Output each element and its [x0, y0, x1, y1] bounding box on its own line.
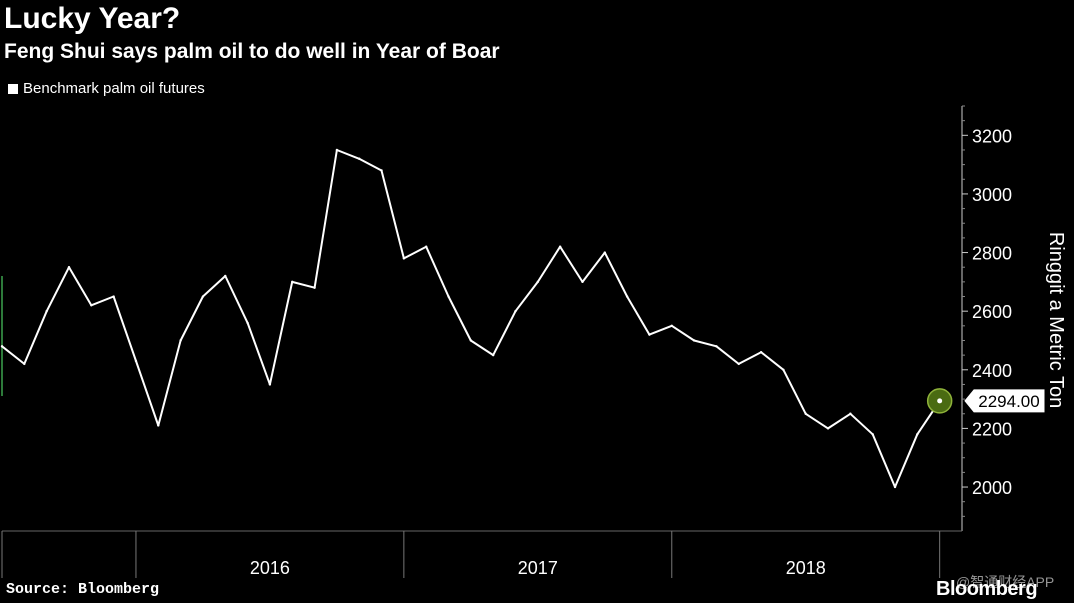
data-point: [759, 351, 763, 354]
data-point: [224, 274, 227, 278]
data-point: [45, 309, 48, 313]
plot-area: [0, 148, 953, 489]
legend-label: Benchmark palm oil futures: [23, 80, 205, 97]
data-point: [90, 304, 93, 307]
y-tick-label: 3200: [972, 126, 1012, 146]
legend: Benchmark palm oil futures: [8, 80, 205, 97]
data-point: [536, 280, 540, 284]
data-point: [491, 353, 495, 357]
x-tick-label: 2018: [786, 558, 826, 578]
data-point: [737, 362, 740, 366]
data-point: [625, 295, 629, 298]
data-point: [782, 368, 785, 371]
data-point: [447, 295, 450, 298]
last-value-dot: [937, 398, 943, 404]
y-axis-label: Ringgit a Metric Ton: [1045, 232, 1067, 408]
data-point: [268, 383, 272, 386]
data-point: [469, 339, 473, 342]
data-point: [826, 427, 830, 430]
chart-subtitle: Feng Shui says palm oil to do well in Ye…: [4, 40, 500, 63]
axes: 2000 2200 2400 2600 2800 3000 3200 2016 2017 2018…: [1, 105, 1045, 578]
data-point: [335, 148, 339, 152]
data-point: [112, 295, 115, 298]
data-point: [871, 433, 874, 436]
data-point: [313, 286, 316, 289]
data-point: [715, 345, 718, 348]
data-point: [67, 266, 71, 269]
series-line: [1, 149, 941, 488]
data-point: [804, 412, 807, 415]
y-tick-label: 2200: [972, 419, 1012, 439]
data-point: [157, 424, 160, 427]
last-value-callout: [964, 389, 1045, 413]
data-point: [692, 339, 696, 342]
y-tick-label: 2400: [972, 361, 1012, 381]
legend-swatch: [8, 83, 18, 94]
data-point: [581, 280, 584, 284]
data-point: [201, 295, 205, 298]
data-point: [134, 359, 138, 363]
source-text: Source: Bloomberg: [6, 581, 160, 598]
data-point: [514, 309, 517, 313]
x-tick-label: 2016: [250, 558, 290, 578]
data-point: [558, 245, 562, 248]
data-point: [648, 333, 651, 336]
data-point: [380, 169, 383, 172]
data-point: [291, 280, 294, 284]
x-tick-label: 2017: [518, 558, 558, 578]
data-point: [916, 433, 919, 436]
y-tick-label: 2600: [972, 302, 1012, 322]
data-point: [0, 345, 4, 348]
data-point: [424, 245, 428, 248]
data-point: [849, 412, 852, 415]
data-point: [893, 485, 897, 489]
data-point: [23, 362, 26, 366]
y-tick-label: 2000: [972, 478, 1012, 498]
chart-title: Lucky Year?: [4, 2, 181, 35]
data-point: [603, 251, 606, 254]
data-point: [670, 324, 673, 328]
y-tick-label: 2800: [972, 244, 1012, 264]
bloomberg-logo: Bloomberg: [936, 578, 1038, 600]
data-point: [402, 257, 406, 260]
data-point: [358, 157, 361, 160]
watermark: @智通财经APP: [956, 574, 1055, 590]
last-value-label: 2294.00: [978, 392, 1039, 411]
data-point: [179, 339, 182, 342]
y-tick-label: 3000: [972, 185, 1012, 205]
data-point: [246, 321, 249, 325]
